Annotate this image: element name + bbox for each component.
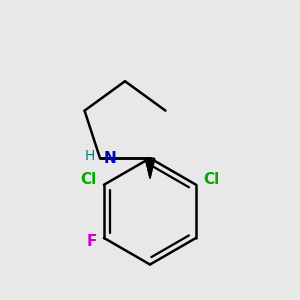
Text: Cl: Cl: [203, 172, 220, 188]
Polygon shape: [146, 158, 154, 178]
Text: Cl: Cl: [80, 172, 97, 188]
Text: N: N: [103, 151, 116, 166]
Text: F: F: [86, 234, 97, 249]
Text: H: H: [84, 149, 94, 163]
